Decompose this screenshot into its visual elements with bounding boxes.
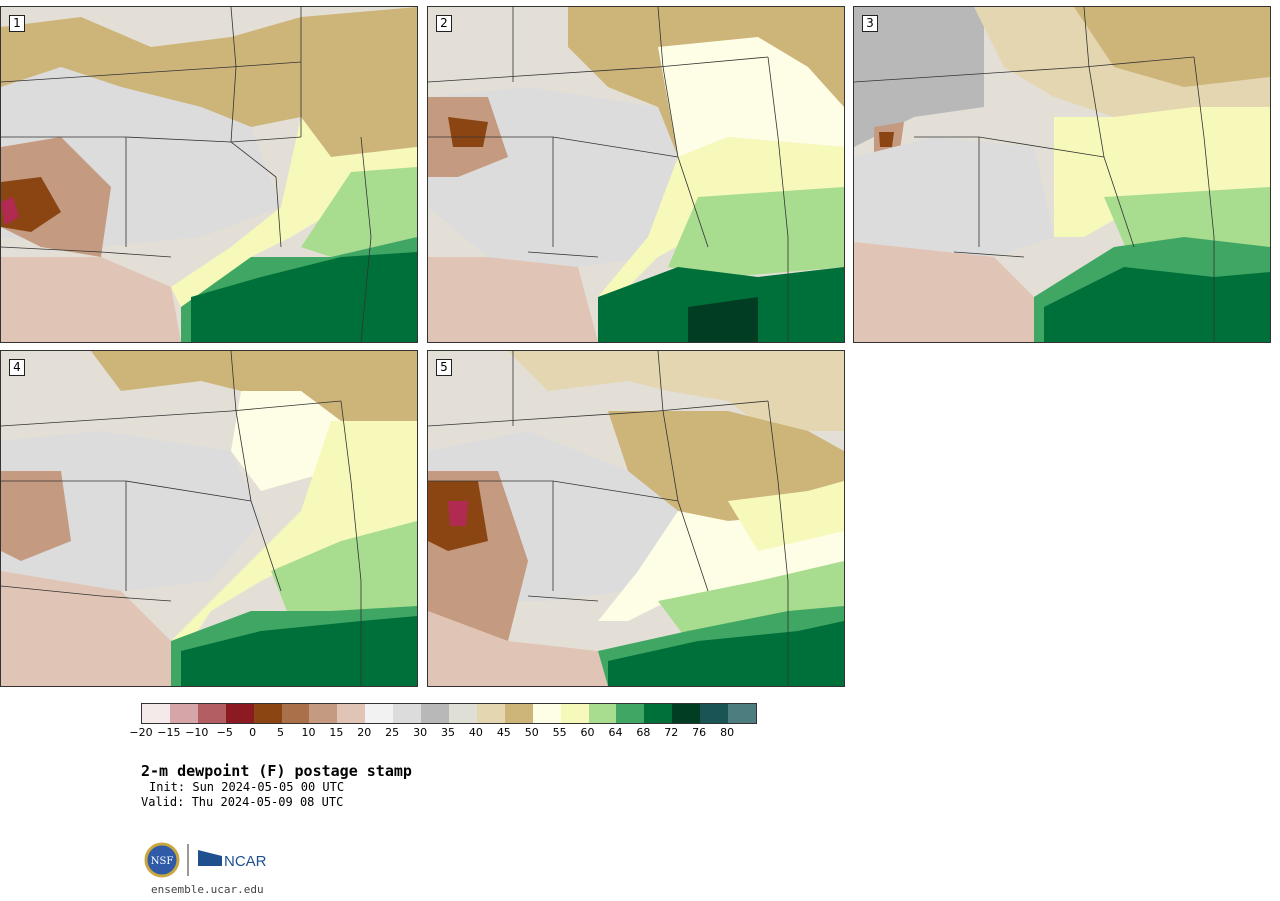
panel-number: 3 — [862, 15, 878, 32]
panel-number: 2 — [436, 15, 452, 32]
colorbar-tick-label: −15 — [157, 726, 181, 739]
map-panel-5: 5 — [427, 350, 845, 687]
colorbar-swatch — [700, 704, 729, 723]
colorbar-tick-label: 50 — [524, 726, 539, 739]
colorbar-tick-label: 45 — [496, 726, 511, 739]
nsf-logo-text: NSF — [151, 856, 174, 867]
map-panel-2: 2 — [427, 6, 845, 343]
colorbar-swatch — [421, 704, 449, 723]
colorbar-swatch — [448, 704, 477, 723]
init-time: Init: Sun 2024-05-05 00 UTC — [149, 780, 345, 794]
panel-number: 1 — [9, 15, 25, 32]
colorbar-swatch — [365, 704, 394, 723]
colorbar-tick-label: 68 — [636, 726, 651, 739]
colorbar-tick-label: 10 — [301, 726, 316, 739]
colorbar-tick-label: 80 — [720, 726, 735, 739]
dewpoint-map — [428, 7, 844, 342]
panel-number: 5 — [436, 359, 452, 376]
colorbar-tick-label: 25 — [385, 726, 400, 739]
figure-title: 2-m dewpoint (F) postage stamp — [141, 762, 412, 780]
ncar-logo-text: NCAR — [224, 853, 267, 870]
dewpoint-map — [854, 7, 1270, 342]
colorbar-swatch — [197, 704, 226, 723]
dewpoint-map — [1, 7, 417, 342]
colorbar-swatch — [616, 704, 645, 723]
colorbar-swatch — [225, 704, 254, 723]
dewpoint-map — [428, 351, 844, 686]
colorbar-swatch — [672, 704, 701, 723]
map-panel-4: 4 — [0, 350, 418, 687]
colorbar-tick-label: 0 — [249, 726, 257, 739]
colorbar-swatch — [281, 704, 310, 723]
colorbar-tick-label: 20 — [357, 726, 372, 739]
colorbar-tick-label: 76 — [692, 726, 707, 739]
colorbar-tick-label: −20 — [129, 726, 153, 739]
colorbar-swatch — [644, 704, 673, 723]
colorbar-swatch — [142, 704, 170, 723]
colorbar-tick-label: −5 — [216, 726, 233, 739]
colorbar-swatch — [253, 704, 282, 723]
colorbar-swatch — [393, 704, 422, 723]
colorbar-tick-label: 64 — [608, 726, 623, 739]
colorbar-tick-label: 72 — [664, 726, 679, 739]
colorbar-tick-label: 30 — [413, 726, 428, 739]
logos: NSF NCAR — [144, 842, 274, 882]
colorbar-swatch — [588, 704, 617, 723]
valid-time: Valid: Thu 2024-05-09 08 UTC — [141, 795, 344, 809]
map-panel-3: 3 — [853, 6, 1271, 343]
colorbar-swatch — [560, 704, 589, 723]
map-panel-1: 1 — [0, 6, 418, 343]
colorbar-tick-label: 35 — [441, 726, 455, 739]
colorbar-tick-label: 60 — [580, 726, 595, 739]
colorbar — [141, 703, 757, 724]
colorbar-tick-label: 40 — [468, 726, 483, 739]
colorbar-swatch — [532, 704, 561, 723]
panel-number: 4 — [9, 359, 25, 376]
colorbar-swatch — [169, 704, 198, 723]
colorbar-tick-label: −10 — [185, 726, 209, 739]
colorbar-swatch — [728, 704, 756, 723]
site-url: ensemble.ucar.edu — [151, 883, 264, 896]
colorbar-tick-label: 5 — [277, 726, 285, 739]
dewpoint-map — [1, 351, 417, 686]
colorbar-ticks: −20 −15 −10 −5 0 5 10 15 20 25 30 35 40 45 50 55 60 64 68 7… — [129, 726, 757, 740]
colorbar-swatch — [309, 704, 338, 723]
colorbar-swatch — [476, 704, 505, 723]
colorbar-tick-label: 55 — [552, 726, 567, 739]
colorbar-swatch — [337, 704, 366, 723]
nsf-ncar-logo: NSF NCAR — [144, 842, 267, 878]
colorbar-swatch — [504, 704, 533, 723]
colorbar-tick-label: 15 — [329, 726, 344, 739]
